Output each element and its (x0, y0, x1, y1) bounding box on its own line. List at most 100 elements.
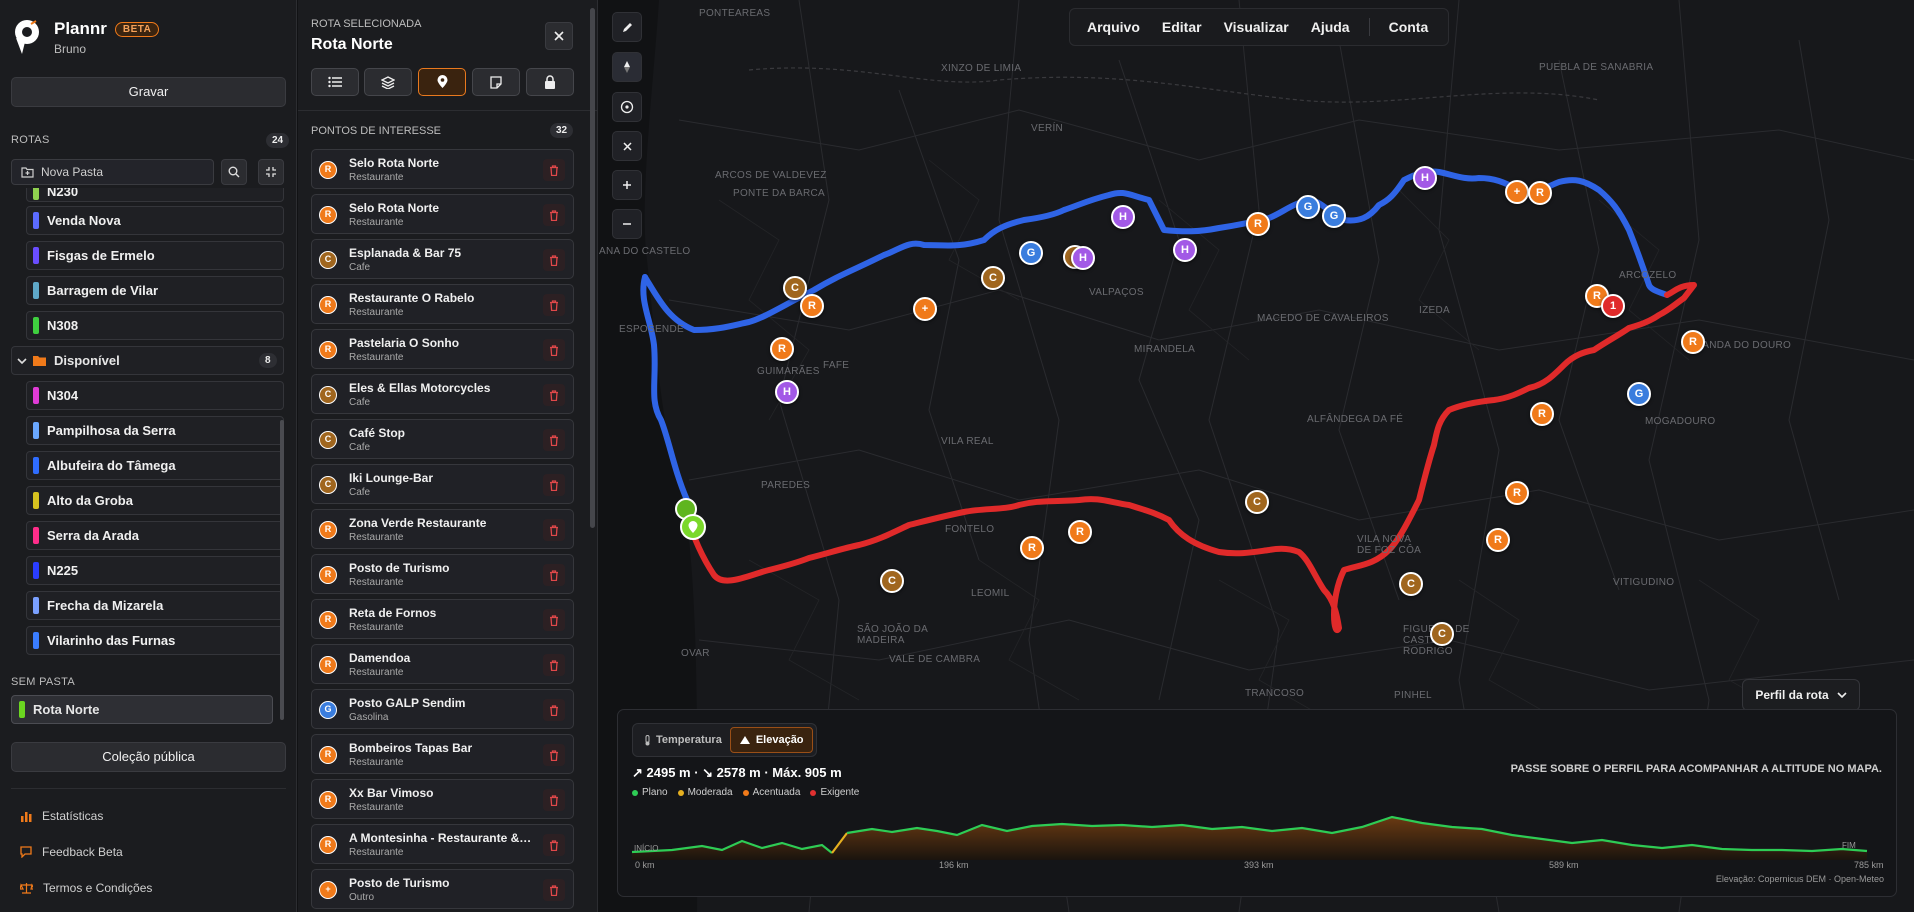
route-item-n308[interactable]: N308 (26, 311, 284, 340)
delete-poi-button[interactable] (543, 609, 565, 631)
route-item-albufeira-do-tamega[interactable]: Albufeira do Tâmega (26, 451, 284, 480)
elevation-profile-chart[interactable]: INÍCIO FIM (632, 805, 1882, 860)
delete-poi-button[interactable] (543, 789, 565, 811)
tab-privacy[interactable] (526, 68, 574, 96)
tab-elevacao[interactable]: Elevação (729, 727, 813, 753)
route-item-alto-da-groba[interactable]: Alto da Groba (26, 486, 284, 515)
record-button[interactable]: Gravar (11, 77, 286, 107)
map-poi-marker[interactable]: C (783, 276, 807, 300)
delete-poi-button[interactable] (543, 249, 565, 271)
map-poi-marker[interactable]: H (1071, 246, 1095, 270)
route-start-pin[interactable] (680, 514, 706, 540)
map-poi-marker[interactable]: G (1322, 204, 1346, 228)
delete-poi-button[interactable] (543, 429, 565, 451)
delete-poi-button[interactable] (543, 879, 565, 901)
public-collection-button[interactable]: Coleção pública (11, 742, 286, 772)
delete-poi-button[interactable] (543, 744, 565, 766)
menu-conta[interactable]: Conta (1388, 19, 1429, 35)
menu-ajuda[interactable]: Ajuda (1310, 19, 1350, 35)
route-profile-button[interactable]: Perfil da rota (1742, 679, 1860, 711)
route-item-fisgas-de-ermelo[interactable]: Fisgas de Ermelo (26, 241, 284, 270)
menu-visualizar[interactable]: Visualizar (1223, 19, 1289, 35)
compass-button[interactable] (612, 52, 642, 82)
delete-poi-button[interactable] (543, 654, 565, 676)
map-poi-marker[interactable]: C (1399, 572, 1423, 596)
poi-row[interactable]: R Damendoa Restaurante (311, 644, 574, 684)
poi-row[interactable]: R Pastelaria O Sonho Restaurante (311, 329, 574, 369)
poi-row[interactable]: R Selo Rota Norte Restaurante (311, 149, 574, 189)
delete-poi-button[interactable] (543, 159, 565, 181)
delete-poi-button[interactable] (543, 204, 565, 226)
statistics-link[interactable]: Estatísticas (20, 809, 103, 823)
route-item-barragem-de-vilar[interactable]: Barragem de Vilar (26, 276, 284, 305)
locate-button[interactable] (612, 92, 642, 122)
route-item-n304[interactable]: N304 (26, 381, 284, 410)
folder-disponivel[interactable]: Disponível 8 (11, 346, 284, 375)
map-poi-marker[interactable]: R (1528, 181, 1552, 205)
map-poi-marker[interactable]: + (1505, 180, 1529, 204)
map-poi-marker[interactable]: G (1296, 195, 1320, 219)
map-poi-marker[interactable]: C (1430, 622, 1454, 646)
menu-editar[interactable]: Editar (1161, 19, 1202, 35)
tab-points-of-interest[interactable] (418, 68, 466, 96)
poi-row[interactable]: R Reta de Fornos Restaurante (311, 599, 574, 639)
tab-list[interactable] (311, 68, 359, 96)
zoom-in-button[interactable] (612, 170, 642, 200)
poi-row[interactable]: + Posto de Turismo Outro (311, 869, 574, 909)
delete-poi-button[interactable] (543, 519, 565, 541)
feedback-link[interactable]: Feedback Beta (20, 845, 123, 859)
poi-row[interactable]: C Esplanada & Bar 75 Cafe (311, 239, 574, 279)
poi-row[interactable]: R Posto de Turismo Restaurante (311, 554, 574, 594)
zoom-out-button[interactable] (612, 209, 642, 239)
map-poi-marker[interactable]: R (1020, 536, 1044, 560)
route-item-n230[interactable]: N230 (26, 188, 284, 202)
tab-layers[interactable] (364, 68, 412, 96)
map-poi-marker[interactable]: H (1173, 238, 1197, 262)
map-poi-marker[interactable]: + (913, 297, 937, 321)
poi-row[interactable]: R Restaurante O Rabelo Restaurante (311, 284, 574, 324)
delete-poi-button[interactable] (543, 294, 565, 316)
route-item-venda-nova[interactable]: Venda Nova (26, 206, 284, 235)
route-item-frecha-da-mizarela[interactable]: Frecha da Mizarela (26, 591, 284, 620)
map-poi-marker[interactable]: R (1486, 528, 1510, 552)
poi-list-scrollbar[interactable] (590, 8, 595, 528)
poi-row[interactable]: R Xx Bar Vimoso Restaurante (311, 779, 574, 819)
map-poi-marker[interactable]: R (770, 337, 794, 361)
poi-row[interactable]: R Bombeiros Tapas Bar Restaurante (311, 734, 574, 774)
poi-row[interactable]: R Zona Verde Restaurante Restaurante (311, 509, 574, 549)
map-poi-marker[interactable]: R (1530, 402, 1554, 426)
close-panel-button[interactable] (545, 22, 573, 50)
search-button[interactable] (221, 159, 247, 185)
poi-row[interactable]: R Selo Rota Norte Restaurante (311, 194, 574, 234)
delete-poi-button[interactable] (543, 699, 565, 721)
clear-button[interactable] (612, 131, 642, 161)
route-item-serra-da-arada[interactable]: Serra da Arada (26, 521, 284, 550)
map-poi-marker[interactable]: 1 (1601, 294, 1625, 318)
map-poi-marker[interactable]: R (1505, 481, 1529, 505)
menu-arquivo[interactable]: Arquivo (1087, 19, 1140, 35)
map-poi-marker[interactable]: C (981, 266, 1005, 290)
map-poi-marker[interactable]: H (1111, 205, 1135, 229)
map-poi-marker[interactable]: G (1627, 382, 1651, 406)
delete-poi-button[interactable] (543, 834, 565, 856)
map-poi-marker[interactable]: H (1413, 166, 1437, 190)
delete-poi-button[interactable] (543, 474, 565, 496)
map-poi-marker[interactable]: H (775, 380, 799, 404)
delete-poi-button[interactable] (543, 339, 565, 361)
tab-temperatura[interactable]: Temperatura (636, 727, 730, 753)
route-item-vilarinho-das-furnas[interactable]: Vilarinho das Furnas (26, 626, 284, 655)
map-poi-marker[interactable]: R (1246, 212, 1270, 236)
poi-row[interactable]: C Eles & Ellas Motorcycles Cafe (311, 374, 574, 414)
map-poi-marker[interactable]: C (880, 569, 904, 593)
poi-row[interactable]: C Iki Lounge-Bar Cafe (311, 464, 574, 504)
map-poi-marker[interactable]: C (1245, 490, 1269, 514)
route-item-n225[interactable]: N225 (26, 556, 284, 585)
route-list-scrollbar[interactable] (280, 420, 284, 720)
poi-row[interactable]: R A Montesinha - Restaurante & Snack-Bar R… (311, 824, 574, 864)
new-folder-input[interactable]: Nova Pasta (11, 159, 214, 185)
map-poi-marker[interactable]: R (800, 294, 824, 318)
map-poi-marker[interactable]: G (1019, 241, 1043, 265)
tab-notes[interactable] (472, 68, 520, 96)
delete-poi-button[interactable] (543, 564, 565, 586)
delete-poi-button[interactable] (543, 384, 565, 406)
